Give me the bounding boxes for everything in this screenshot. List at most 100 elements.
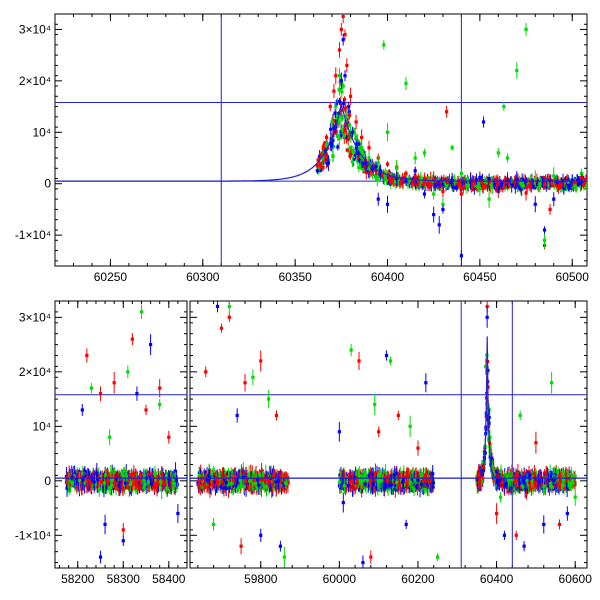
data-marker — [333, 111, 337, 115]
data-marker — [445, 110, 449, 114]
data-marker — [352, 130, 356, 134]
data-marker — [509, 183, 513, 188]
data-marker — [478, 187, 482, 191]
bottom-left-frame — [54, 300, 188, 569]
data-marker — [340, 127, 344, 132]
data-marker — [357, 165, 361, 170]
series-point — [432, 171, 436, 188]
series-point — [354, 133, 358, 142]
series-point — [548, 204, 552, 215]
data-marker — [529, 184, 533, 189]
noise-point — [340, 115, 344, 123]
data-marker — [487, 176, 491, 181]
data-marker — [417, 180, 421, 184]
series-point — [533, 170, 537, 187]
noise-point — [116, 483, 120, 492]
noise-point — [455, 184, 459, 192]
series-point — [552, 192, 556, 207]
data-marker — [568, 183, 572, 188]
data-marker — [127, 486, 131, 490]
top-xtick-label: 60250 — [94, 270, 128, 284]
noise-point — [347, 111, 352, 120]
data-marker — [574, 183, 578, 187]
data-marker — [426, 182, 430, 186]
data-marker — [501, 186, 505, 191]
data-marker — [396, 177, 400, 182]
noise-point — [558, 181, 562, 188]
data-marker — [163, 482, 168, 487]
data-marker — [332, 89, 336, 93]
data-marker — [496, 151, 500, 155]
data-marker — [556, 185, 561, 189]
noise-point — [154, 469, 158, 484]
data-marker — [487, 197, 491, 201]
data-marker — [341, 101, 346, 105]
data-marker — [393, 180, 397, 184]
noise-point — [410, 179, 414, 188]
noise-point — [339, 124, 343, 138]
data-marker — [543, 182, 547, 186]
series-point — [354, 114, 358, 130]
data-marker — [414, 182, 418, 187]
top-xtick-label: 60400 — [371, 270, 405, 284]
data-marker — [336, 134, 340, 138]
noise-point — [104, 477, 109, 491]
data-marker — [452, 178, 457, 182]
data-marker — [370, 173, 375, 177]
data-marker — [342, 98, 347, 102]
series-point — [478, 173, 482, 182]
series-point — [441, 205, 445, 214]
noise-point — [341, 98, 346, 109]
top-xtick-label: 60450 — [463, 270, 497, 284]
data-marker — [444, 184, 448, 188]
data-marker — [377, 170, 381, 174]
noise-point — [380, 172, 384, 178]
noise-point — [492, 180, 496, 190]
data-marker — [385, 202, 390, 206]
series-point — [395, 171, 399, 186]
data-marker — [360, 146, 364, 150]
data-marker — [144, 484, 148, 489]
series-point — [341, 82, 345, 90]
series-point — [570, 174, 574, 187]
series-point — [341, 14, 345, 24]
data-marker — [531, 185, 535, 189]
series-point — [328, 101, 332, 112]
data-marker — [404, 81, 408, 86]
series-point — [360, 140, 364, 156]
noise-point — [585, 182, 587, 190]
data-marker — [357, 159, 362, 163]
data-marker — [356, 155, 360, 159]
data-marker — [335, 117, 339, 121]
data-marker — [122, 478, 126, 483]
data-marker — [334, 102, 338, 106]
data-marker — [149, 482, 154, 486]
data-marker — [323, 145, 327, 149]
data-marker — [374, 164, 378, 169]
data-marker — [459, 192, 463, 196]
series-point — [542, 232, 547, 249]
data-marker — [376, 174, 380, 178]
data-marker — [481, 186, 485, 191]
data-marker — [74, 477, 79, 481]
data-marker — [326, 161, 330, 165]
data-marker — [520, 183, 524, 187]
bottom-left-ytick-label: 2×10⁴ — [19, 365, 51, 379]
series-point — [385, 161, 390, 168]
data-marker — [337, 74, 342, 78]
data-marker — [339, 79, 343, 83]
data-marker — [413, 174, 417, 178]
data-marker — [116, 481, 120, 485]
top-ytick-label: 3×10⁴ — [19, 22, 51, 36]
data-marker — [331, 138, 335, 142]
data-marker — [449, 180, 453, 185]
series-point — [343, 29, 347, 40]
data-marker — [396, 175, 400, 179]
data-marker — [362, 163, 366, 167]
data-marker — [367, 146, 371, 150]
data-marker — [481, 183, 485, 187]
data-marker — [422, 192, 427, 196]
series-point — [321, 150, 325, 166]
data-marker — [328, 104, 332, 109]
data-marker — [345, 115, 349, 119]
